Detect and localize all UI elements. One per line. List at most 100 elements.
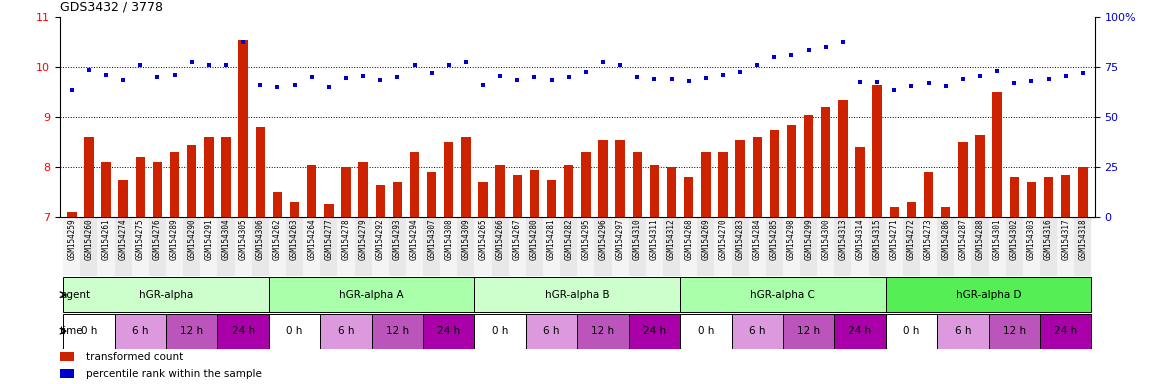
Text: 24 h: 24 h bbox=[643, 326, 666, 336]
Bar bbox=[60, 352, 74, 361]
Bar bbox=[286, 217, 304, 276]
Bar bbox=[937, 314, 989, 349]
Text: GSM154274: GSM154274 bbox=[118, 218, 128, 260]
Bar bbox=[118, 180, 128, 217]
Bar bbox=[63, 277, 269, 312]
Text: hGR-alpha C: hGR-alpha C bbox=[751, 290, 815, 300]
Bar bbox=[1040, 314, 1091, 349]
Point bbox=[611, 61, 629, 68]
Bar bbox=[115, 314, 166, 349]
Point bbox=[371, 76, 390, 83]
Point bbox=[851, 79, 869, 85]
Bar bbox=[800, 217, 818, 276]
Text: 24 h: 24 h bbox=[849, 326, 872, 336]
Text: GSM154316: GSM154316 bbox=[1044, 218, 1053, 260]
Bar bbox=[458, 217, 475, 276]
Bar bbox=[1010, 177, 1019, 217]
Text: GSM154312: GSM154312 bbox=[667, 218, 676, 260]
Bar bbox=[217, 314, 269, 349]
Text: agent: agent bbox=[60, 290, 90, 300]
Bar bbox=[735, 139, 745, 217]
Bar bbox=[906, 202, 917, 217]
Point bbox=[491, 73, 509, 79]
Text: GSM154267: GSM154267 bbox=[513, 218, 522, 260]
Bar bbox=[187, 145, 197, 217]
Text: hGR-alpha: hGR-alpha bbox=[139, 290, 193, 300]
Point bbox=[405, 61, 423, 68]
Bar bbox=[1044, 177, 1053, 217]
Point bbox=[919, 80, 937, 86]
Bar bbox=[752, 137, 762, 217]
Text: 6 h: 6 h bbox=[749, 326, 766, 336]
Text: GSM154263: GSM154263 bbox=[290, 218, 299, 260]
Text: GSM154296: GSM154296 bbox=[598, 218, 607, 260]
Text: GSM154279: GSM154279 bbox=[359, 218, 368, 260]
Point bbox=[389, 74, 407, 80]
Bar bbox=[269, 277, 475, 312]
Bar bbox=[629, 217, 646, 276]
Point bbox=[1057, 73, 1075, 79]
Bar bbox=[684, 177, 693, 217]
Bar bbox=[598, 139, 607, 217]
Point bbox=[765, 54, 783, 60]
Point bbox=[148, 74, 167, 80]
Bar bbox=[320, 314, 371, 349]
Text: GSM154272: GSM154272 bbox=[907, 218, 915, 260]
Bar bbox=[941, 207, 950, 217]
Text: 6 h: 6 h bbox=[338, 326, 354, 336]
Text: GSM154282: GSM154282 bbox=[565, 218, 573, 260]
Bar bbox=[98, 217, 115, 276]
Text: 24 h: 24 h bbox=[1055, 326, 1078, 336]
Bar bbox=[475, 314, 526, 349]
Bar bbox=[783, 314, 835, 349]
Bar bbox=[749, 217, 766, 276]
Bar bbox=[838, 100, 848, 217]
Bar bbox=[183, 217, 200, 276]
Bar bbox=[371, 314, 423, 349]
Point bbox=[268, 84, 286, 90]
Point bbox=[988, 68, 1006, 74]
Point bbox=[183, 59, 201, 65]
Bar bbox=[81, 217, 98, 276]
Bar bbox=[478, 182, 488, 217]
Point bbox=[560, 74, 578, 80]
Text: GSM154289: GSM154289 bbox=[170, 218, 179, 260]
Text: GSM154294: GSM154294 bbox=[411, 218, 419, 260]
Text: GSM154304: GSM154304 bbox=[222, 218, 230, 260]
Bar bbox=[166, 314, 217, 349]
Text: GSM154273: GSM154273 bbox=[925, 218, 933, 260]
Point bbox=[79, 67, 98, 73]
Text: 0 h: 0 h bbox=[81, 326, 97, 336]
Bar bbox=[342, 167, 351, 217]
Point bbox=[886, 86, 904, 93]
Bar bbox=[664, 217, 680, 276]
Bar bbox=[731, 217, 749, 276]
Bar bbox=[615, 139, 624, 217]
Text: GSM154281: GSM154281 bbox=[547, 218, 557, 260]
Text: GSM154293: GSM154293 bbox=[393, 218, 401, 260]
Text: GSM154265: GSM154265 bbox=[478, 218, 488, 260]
Point bbox=[628, 74, 646, 80]
Text: GSM154268: GSM154268 bbox=[684, 218, 693, 260]
Text: GSM154277: GSM154277 bbox=[324, 218, 333, 260]
Point bbox=[936, 83, 954, 89]
Bar bbox=[972, 217, 989, 276]
Bar bbox=[60, 369, 74, 378]
Bar bbox=[427, 172, 436, 217]
Bar bbox=[423, 314, 475, 349]
Bar bbox=[923, 172, 934, 217]
Bar bbox=[440, 217, 458, 276]
Bar bbox=[954, 217, 972, 276]
Text: hGR-alpha D: hGR-alpha D bbox=[956, 290, 1021, 300]
Point bbox=[576, 69, 595, 75]
Point bbox=[731, 69, 750, 75]
Point bbox=[217, 61, 236, 68]
Bar bbox=[491, 217, 508, 276]
Bar bbox=[389, 217, 406, 276]
Point bbox=[782, 51, 800, 58]
Point bbox=[543, 76, 561, 83]
Bar bbox=[937, 217, 954, 276]
Bar bbox=[526, 314, 577, 349]
Bar bbox=[886, 277, 1091, 312]
Text: GSM154270: GSM154270 bbox=[719, 218, 728, 260]
